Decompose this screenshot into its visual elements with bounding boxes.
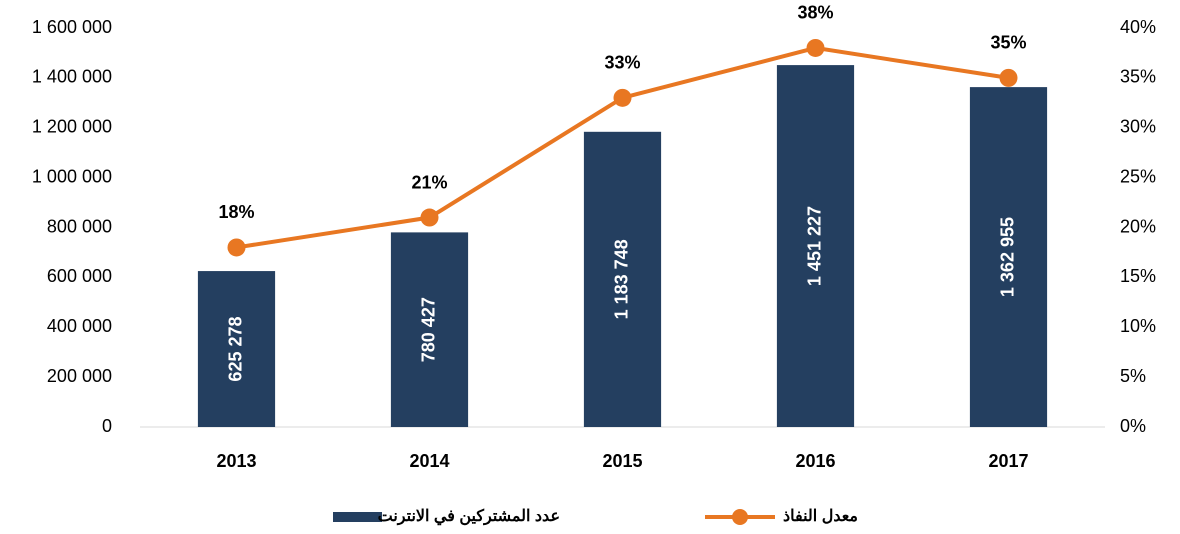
legend-label: عدد المشتركين في الانترنت [378, 508, 560, 526]
line-value-label: 33% [604, 53, 640, 73]
legend-marker [732, 509, 748, 525]
y-tick-label: 0 [102, 416, 112, 436]
y2-tick-label: 10% [1120, 316, 1156, 336]
y-tick-label: 1 200 000 [32, 117, 112, 137]
bar [583, 131, 662, 427]
y-tick-label: 200 000 [47, 366, 112, 386]
y2-tick-label: 40% [1120, 17, 1156, 37]
y2-tick-label: 5% [1120, 366, 1146, 386]
y2-tick-label: 35% [1120, 67, 1156, 87]
y2-tick-label: 15% [1120, 266, 1156, 286]
y-tick-label: 1 000 000 [32, 166, 112, 186]
line-value-label: 38% [797, 3, 833, 23]
line-value-label: 35% [990, 33, 1026, 53]
y-tick-label: 1 600 000 [32, 17, 112, 37]
y-tick-label: 1 400 000 [32, 67, 112, 87]
bar-value-label: 1 451 227 [804, 206, 824, 286]
bar [776, 65, 855, 427]
bar-value-label: 780 427 [418, 297, 438, 362]
y2-tick-label: 0% [1120, 416, 1146, 436]
y2-tick-label: 20% [1120, 216, 1156, 236]
line-point [227, 238, 246, 257]
bar-value-label: 625 278 [225, 316, 245, 381]
line-point [420, 208, 439, 227]
line-point [613, 88, 632, 107]
line-point [999, 68, 1018, 87]
bar [969, 87, 1048, 427]
y-tick-label: 600 000 [47, 266, 112, 286]
y-tick-label: 800 000 [47, 216, 112, 236]
line-value-label: 21% [411, 172, 447, 192]
x-tick-label: 2014 [409, 451, 449, 471]
bar [197, 271, 276, 427]
bar-value-label: 1 362 955 [997, 217, 1017, 297]
bar-value-label: 1 183 748 [611, 239, 631, 319]
y2-tick-label: 30% [1120, 117, 1156, 137]
y-tick-label: 400 000 [47, 316, 112, 336]
line-point [806, 38, 825, 57]
x-tick-label: 2016 [795, 451, 835, 471]
line-value-label: 18% [218, 202, 254, 222]
x-tick-label: 2017 [988, 451, 1028, 471]
legend-label: معدل النفاذ [783, 508, 858, 525]
legend-swatch [333, 512, 382, 522]
bar [390, 232, 469, 427]
x-tick-label: 2015 [602, 451, 642, 471]
y2-tick-label: 25% [1120, 166, 1156, 186]
x-tick-label: 2013 [216, 451, 256, 471]
